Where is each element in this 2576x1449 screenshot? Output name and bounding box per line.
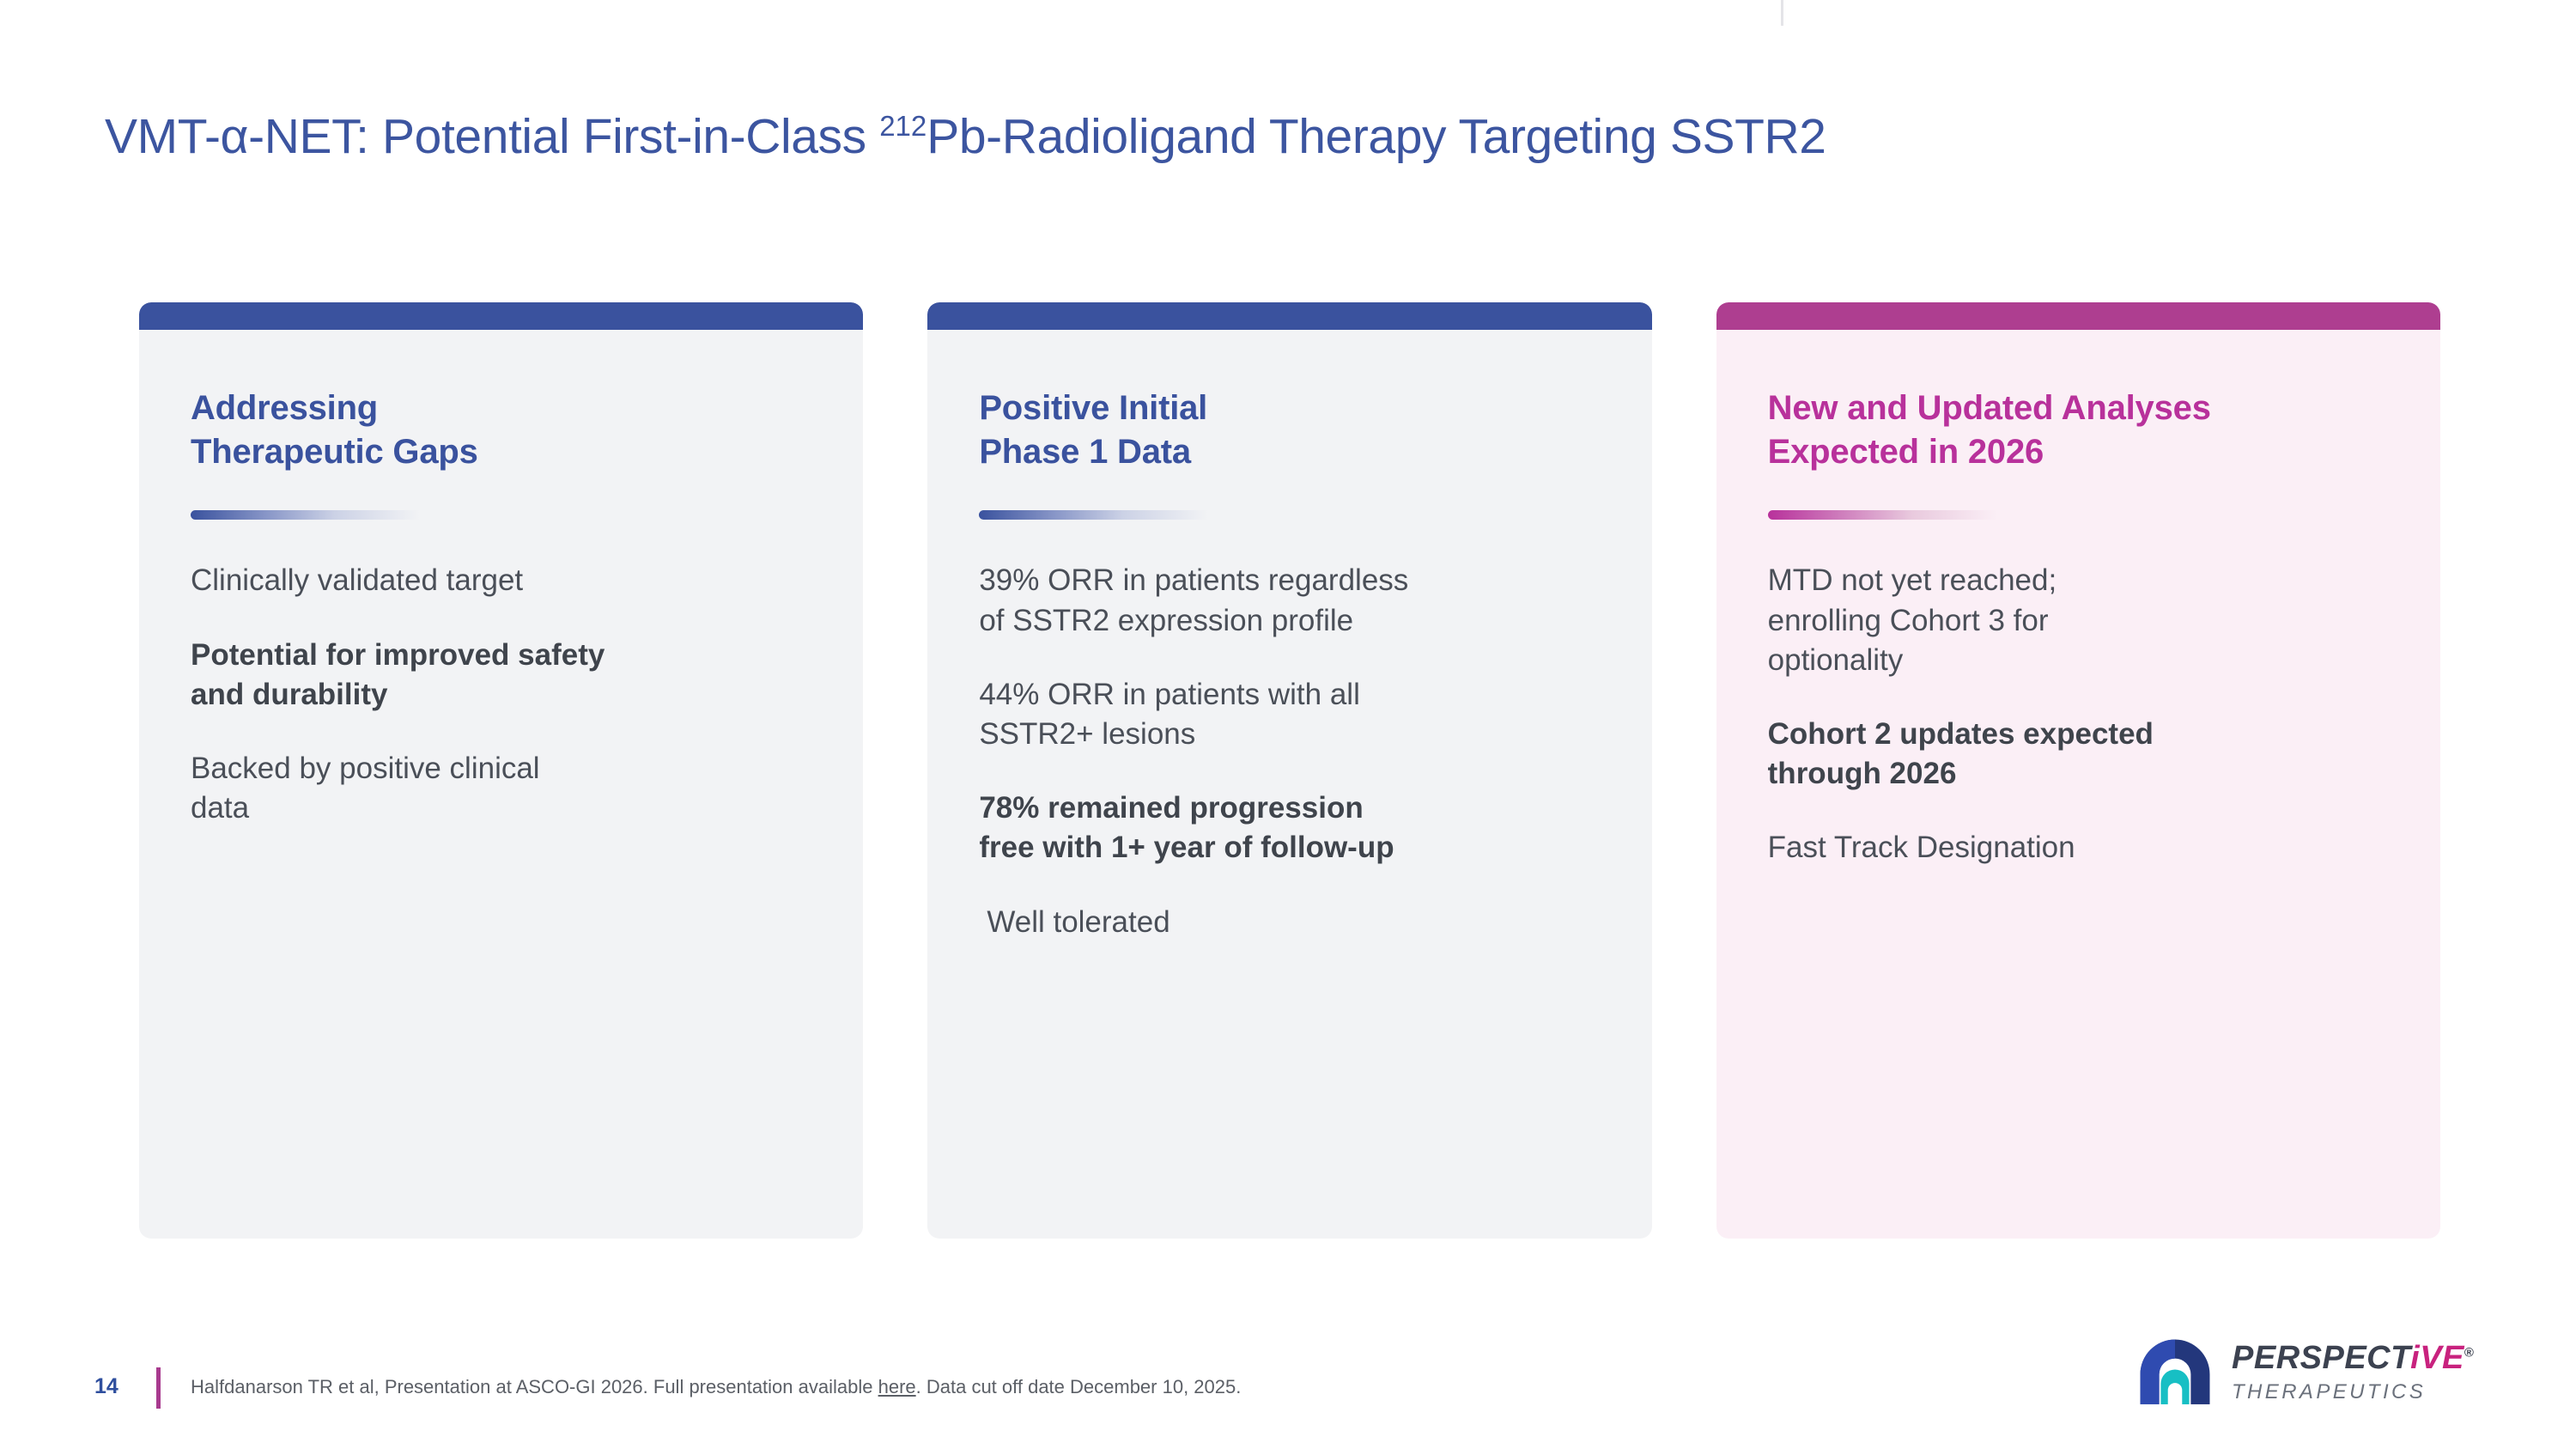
page-number: 14 bbox=[94, 1374, 118, 1398]
card-positive-initial-phase-1-data: Positive Initial Phase 1 Data 39% ORR in… bbox=[927, 302, 1652, 1239]
card-divider bbox=[191, 510, 440, 521]
footer-citation-before: Halfdanarson TR et al, Presentation at A… bbox=[191, 1376, 878, 1397]
card-new-and-updated-analyses: New and Updated Analyses Expected in 202… bbox=[1716, 302, 2440, 1239]
card-content: New and Updated Analyses Expected in 202… bbox=[1716, 330, 2440, 1239]
card-bullet: 78% remained progression free with 1+ ye… bbox=[979, 791, 1394, 865]
card-bullet: MTD not yet reached; enrolling Cohort 3 … bbox=[1767, 563, 2057, 677]
page-title-prefix: VMT-α-NET: Potential First-in-Class bbox=[105, 109, 880, 165]
logo-registered-mark: ® bbox=[2464, 1345, 2475, 1361]
card-accent-bar bbox=[139, 302, 864, 330]
logo-word-accent-i: i bbox=[2410, 1340, 2421, 1376]
card-bullet: Fast Track Designation bbox=[1767, 831, 2075, 865]
card-bullet: Backed by positive clinical data bbox=[191, 751, 540, 825]
top-edge-artifact bbox=[1781, 0, 1783, 26]
card-row: Addressing Therapeutic Gaps Clinically v… bbox=[139, 302, 2440, 1239]
card-bullet: Clinically validated target bbox=[191, 563, 524, 598]
logo-word-part2: VE bbox=[2420, 1340, 2464, 1376]
card-bullet: Well tolerated bbox=[987, 904, 1170, 939]
footer-citation-link[interactable]: here bbox=[878, 1376, 916, 1397]
footer-citation: Halfdanarson TR et al, Presentation at A… bbox=[191, 1376, 1241, 1398]
card-addressing-therapeutic-gaps: Addressing Therapeutic Gaps Clinically v… bbox=[139, 302, 864, 1239]
card-heading: Positive Initial Phase 1 Data bbox=[979, 389, 1208, 472]
card-accent-bar bbox=[927, 302, 1652, 330]
card-heading: Addressing Therapeutic Gaps bbox=[191, 389, 478, 472]
logo-wordmark: PERSPECTiVE® THERAPEUTICS bbox=[2232, 1342, 2474, 1403]
card-heading: New and Updated Analyses Expected in 202… bbox=[1767, 389, 2211, 472]
company-logo: PERSPECTiVE® THERAPEUTICS bbox=[2136, 1333, 2479, 1419]
card-bullet: Cohort 2 updates expected through 2026 bbox=[1767, 716, 2154, 791]
card-bullet: Potential for improved safety and durabi… bbox=[191, 637, 605, 711]
card-divider bbox=[979, 510, 1229, 521]
perspective-arch-icon bbox=[2136, 1339, 2215, 1414]
slide-footer: 14 Halfdanarson TR et al, Presentation a… bbox=[0, 1367, 2576, 1419]
card-bullet: 39% ORR in patients regardless of SSTR2 … bbox=[979, 563, 1409, 637]
page-title-suffix: Pb-Radioligand Therapy Targeting SSTR2 bbox=[927, 109, 1826, 165]
page-title: VMT-α-NET: Potential First-in-Class 212P… bbox=[105, 110, 1826, 164]
card-content: Addressing Therapeutic Gaps Clinically v… bbox=[139, 330, 863, 1239]
logo-word-part1: PERSPECT bbox=[2232, 1340, 2411, 1376]
logo-word: PERSPECTiVE® bbox=[2232, 1342, 2474, 1374]
card-content: Positive Initial Phase 1 Data 39% ORR in… bbox=[927, 330, 1651, 1239]
card-accent-bar bbox=[1716, 302, 2440, 330]
card-divider bbox=[1767, 510, 2017, 521]
footer-separator bbox=[156, 1367, 161, 1409]
card-bullet: 44% ORR in patients with all SSTR2+ lesi… bbox=[979, 677, 1360, 751]
logo-subtitle: THERAPEUTICS bbox=[2232, 1380, 2427, 1403]
footer-citation-after: . Data cut off date December 10, 2025. bbox=[915, 1376, 1242, 1397]
page-title-superscript: 212 bbox=[879, 110, 927, 143]
